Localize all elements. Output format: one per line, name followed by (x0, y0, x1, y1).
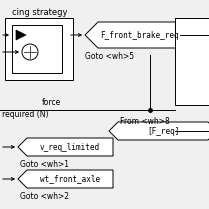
Text: From <wh>8: From <wh>8 (120, 117, 170, 126)
Text: required (N): required (N) (2, 110, 48, 119)
Text: F_front_brake_req: F_front_brake_req (100, 31, 178, 40)
Text: force: force (42, 98, 61, 107)
Bar (175, 18, 209, 105)
Text: Goto <wh>5: Goto <wh>5 (85, 52, 134, 61)
Text: v_req_limited: v_req_limited (40, 143, 100, 152)
Bar (12, 25, 62, 73)
Text: cing strategy: cing strategy (12, 8, 68, 17)
Text: wt_front_axle: wt_front_axle (40, 175, 100, 184)
Polygon shape (18, 138, 113, 156)
Text: [F_req]: [F_req] (147, 126, 179, 135)
Polygon shape (85, 22, 180, 48)
Polygon shape (109, 122, 209, 140)
Bar (5, 18, 73, 80)
Polygon shape (18, 170, 113, 188)
Polygon shape (16, 30, 26, 40)
Circle shape (22, 44, 38, 60)
Text: Goto <wh>1: Goto <wh>1 (20, 160, 69, 169)
Text: Goto <wh>2: Goto <wh>2 (20, 192, 69, 201)
